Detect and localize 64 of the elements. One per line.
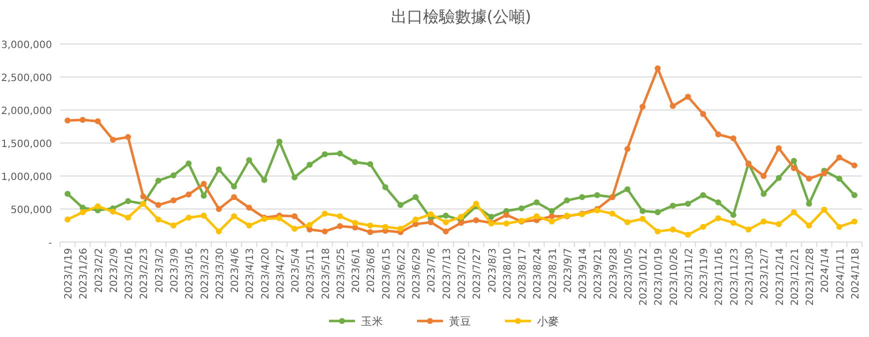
- x-tick-label: 2023/2/2: [94, 248, 105, 293]
- x-tick-label: 2023/4/27: [275, 248, 286, 300]
- legend-label: 玉米: [361, 315, 383, 328]
- x-tick-label: 2023/4/20: [260, 248, 272, 300]
- x-tick-label: 2023/10/5: [623, 248, 634, 300]
- x-tick-label: 2023/4/13: [245, 248, 256, 300]
- x-tick-label: 2023/5/18: [320, 248, 332, 300]
- x-tick-label: 2023/6/22: [396, 248, 408, 300]
- x-tick-label: 2023/8/3: [487, 248, 498, 293]
- x-tick-label: 2023/10/26: [668, 248, 680, 306]
- x-tick-label: 2023/11/23: [729, 248, 740, 306]
- x-tick-label: 2023/2/23: [139, 248, 150, 300]
- x-tick-label: 2023/9/7: [562, 248, 574, 293]
- x-tick-label: 2023/3/16: [184, 248, 196, 300]
- x-tick-label: 2023/2/16: [124, 248, 136, 300]
- x-tick-label: 2023/3/23: [200, 248, 211, 300]
- x-tick-label: 2023/11/16: [714, 248, 726, 306]
- x-tick-label: 2023/9/14: [578, 248, 590, 300]
- x-tick-label: 2023/7/20: [457, 248, 468, 300]
- x-tick-label: 2023/1/26: [78, 248, 90, 300]
- y-tick-label: 500,000: [10, 205, 52, 216]
- y-tick-label: 1,500,000: [1, 139, 52, 150]
- x-tick-label: 2023/7/6: [426, 248, 438, 293]
- x-tick-label: 2023/11/2: [684, 248, 695, 300]
- x-tick-label: 2024/1/18: [850, 248, 862, 300]
- x-tick-label: 2023/3/30: [214, 248, 226, 300]
- x-tick-label: 2023/2/9: [108, 248, 120, 293]
- x-tick-label: 2023/10/12: [638, 248, 650, 306]
- x-tick-label: 2023/10/19: [654, 248, 665, 306]
- x-tick-label: 2023/8/24: [532, 248, 544, 300]
- x-tick-label: 2023/12/28: [805, 248, 816, 306]
- x-tick-label: 2023/12/7: [760, 248, 771, 300]
- x-tick-label: 2023/12/21: [790, 248, 801, 306]
- y-tick-label: -: [48, 238, 52, 249]
- x-tick-label: 2023/12/14: [774, 248, 786, 306]
- chart-title: 出口檢驗數據(公噸): [390, 7, 532, 26]
- x-tick-label: 2023/5/25: [336, 248, 347, 300]
- x-tick-label: 2023/6/15: [381, 248, 392, 300]
- x-tick-label: 2023/5/11: [306, 248, 317, 300]
- x-tick-label: 2023/8/31: [548, 248, 559, 300]
- y-tick-label: 3,000,000: [1, 40, 52, 51]
- legend-label: 小麥: [537, 315, 559, 328]
- legend-label: 黃豆: [449, 315, 471, 328]
- x-tick-label: 2023/4/6: [230, 248, 242, 293]
- x-tick-label: 2024/1/4: [820, 248, 832, 293]
- x-tick-label: 2023/7/27: [472, 248, 484, 300]
- x-tick-label: 2023/11/9: [699, 248, 710, 300]
- y-tick-label: 1,000,000: [1, 172, 52, 183]
- y-tick-label: 2,500,000: [1, 73, 52, 84]
- x-tick-label: 2023/3/9: [169, 248, 180, 293]
- x-tick-label: 2023/9/21: [593, 248, 604, 300]
- x-tick-label: 2023/8/17: [518, 248, 529, 300]
- x-tick-label: 2023/8/10: [502, 248, 514, 300]
- x-tick-label: 2023/6/8: [366, 248, 378, 293]
- x-tick-label: 2024/1/11: [835, 248, 846, 300]
- x-tick-label: 2023/11/30: [744, 248, 756, 306]
- x-tick-label: 2023/1/19: [64, 248, 75, 300]
- x-tick-label: 2023/5/4: [290, 248, 302, 293]
- x-tick-label: 2023/9/28: [608, 248, 620, 300]
- x-tick-label: 2023/7/13: [442, 248, 453, 300]
- x-tick-label: 2023/6/1: [351, 248, 362, 293]
- y-tick-label: 2,000,000: [1, 106, 52, 117]
- x-tick-label: 2023/6/29: [412, 248, 423, 300]
- x-tick-label: 2023/3/2: [154, 248, 166, 293]
